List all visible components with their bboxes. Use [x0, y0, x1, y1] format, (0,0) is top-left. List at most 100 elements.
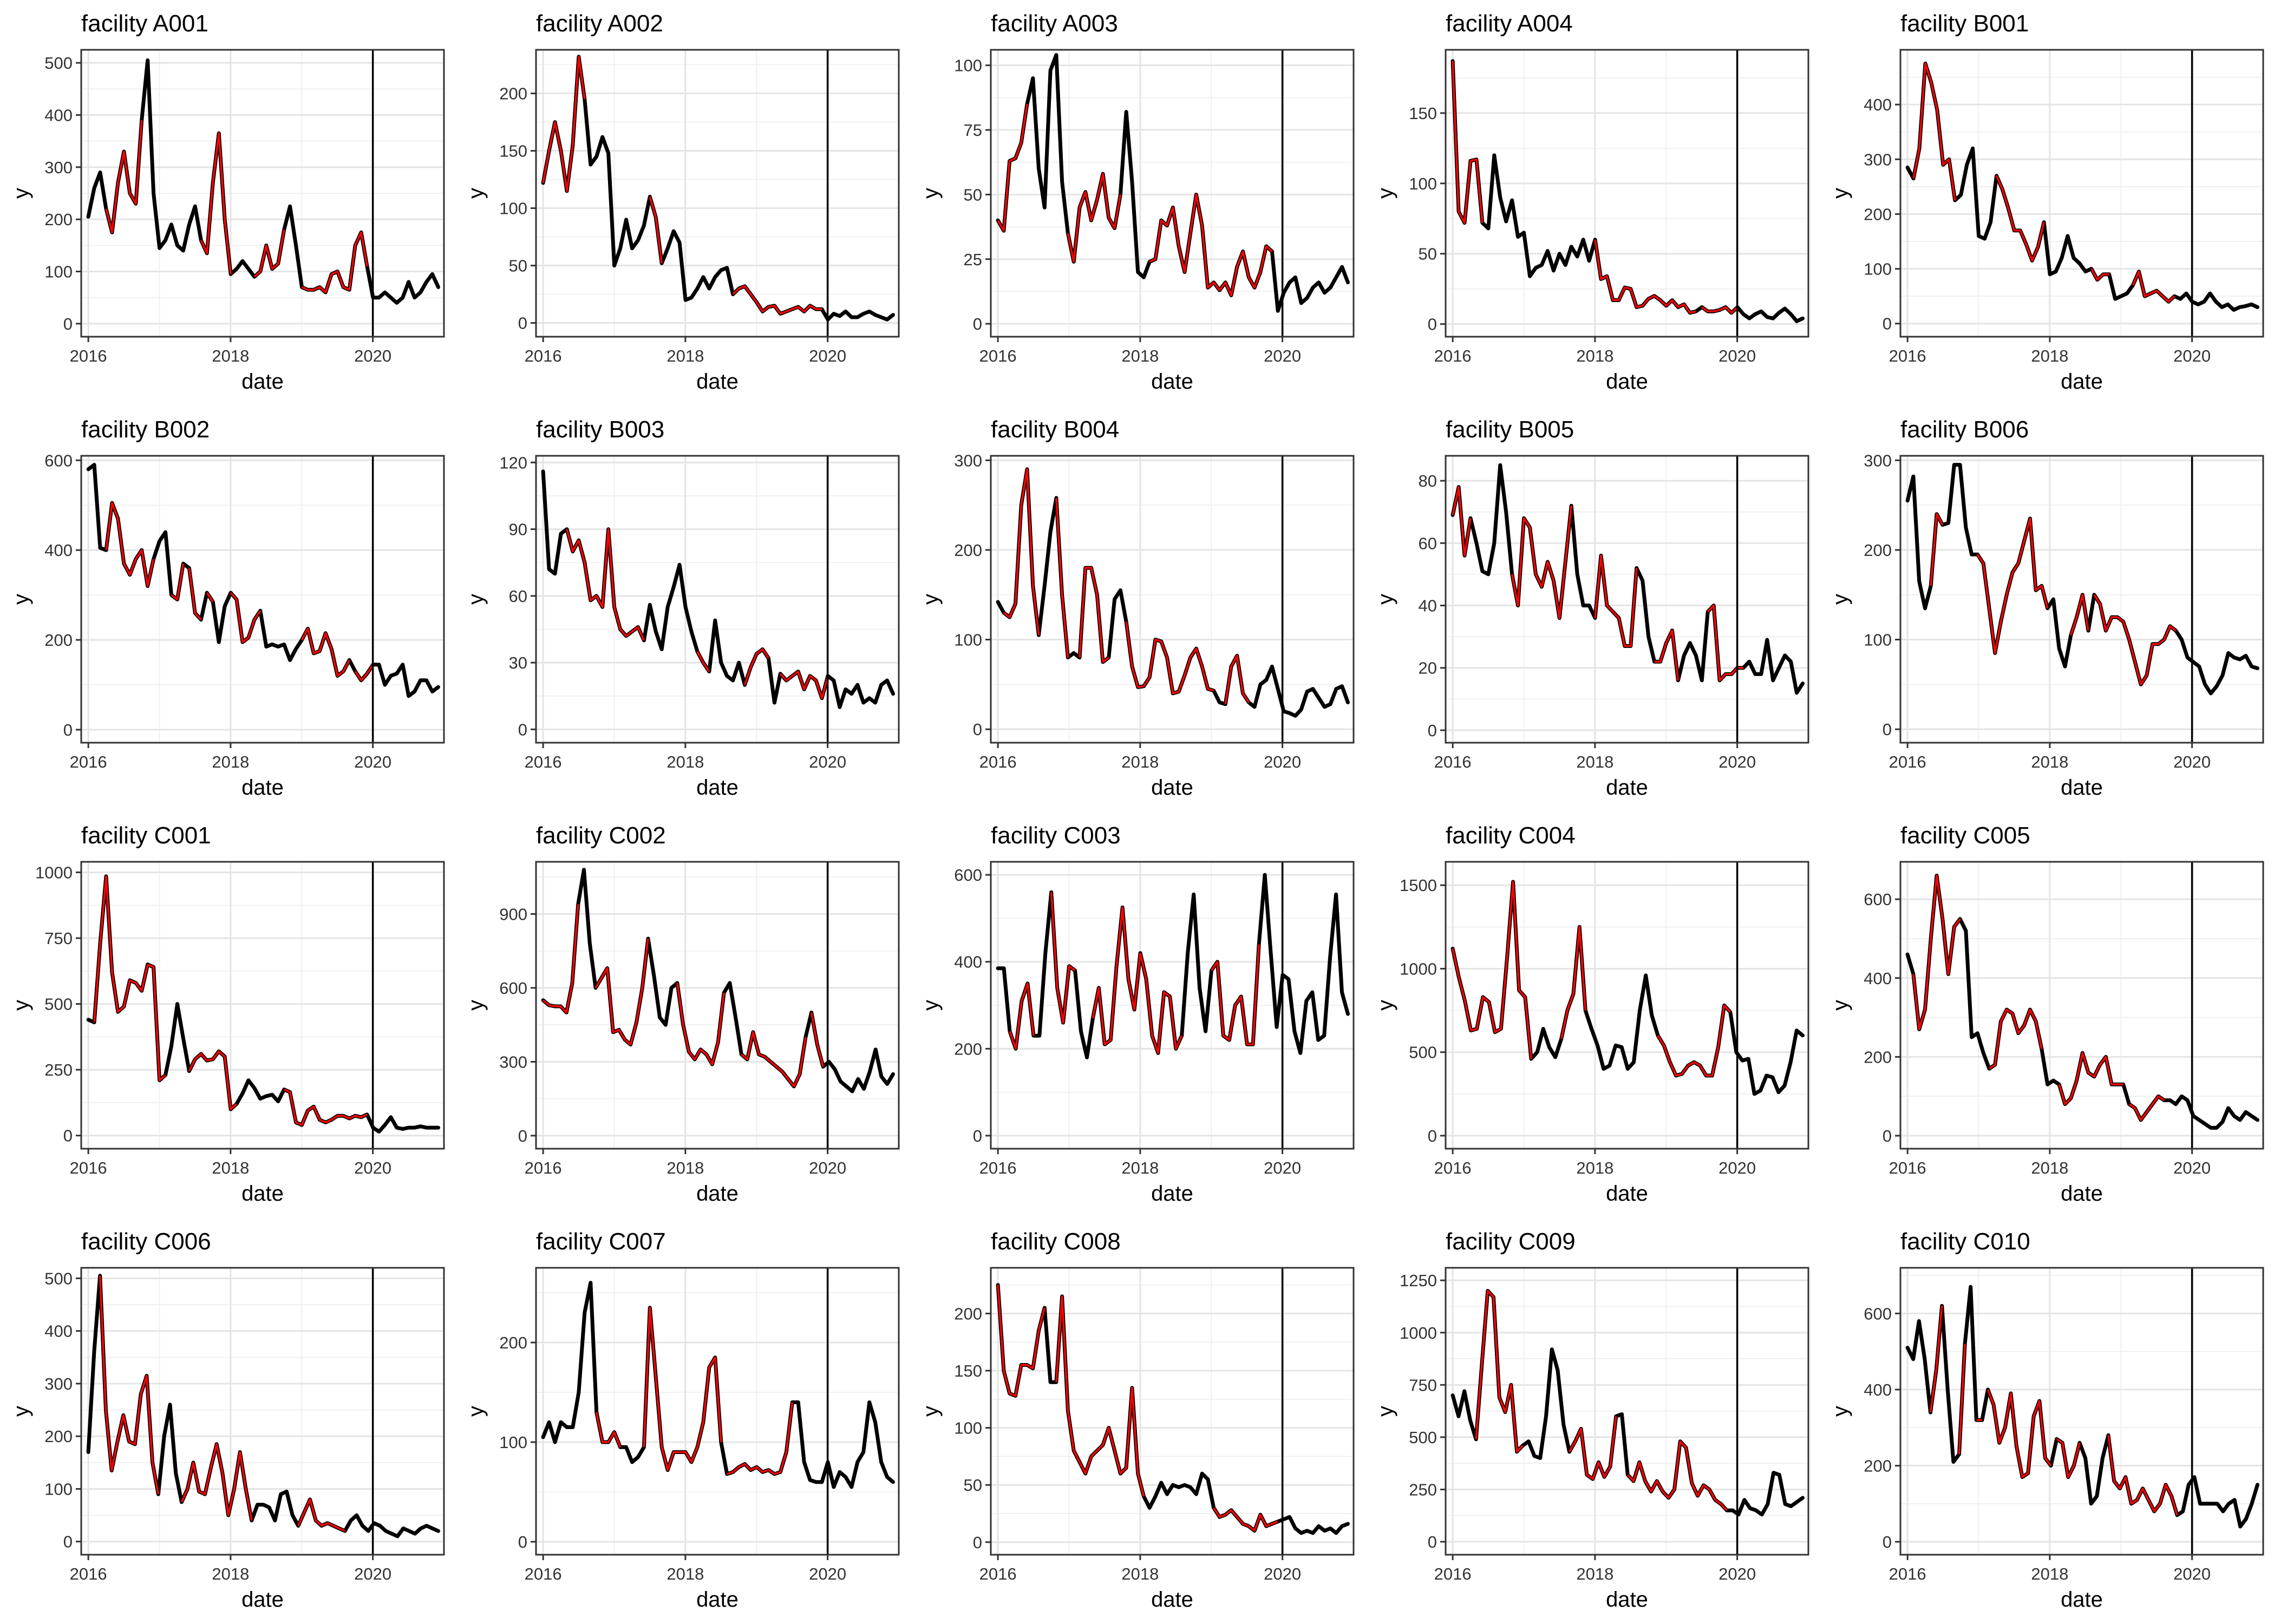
y-tick-label: 200 [499, 84, 527, 103]
x-tick-label: 2018 [2031, 752, 2068, 771]
highlight-segment [1055, 1295, 1145, 1497]
y-axis-label: y [1374, 1406, 1397, 1417]
plot-border [1899, 455, 2264, 744]
highlight-segment [2107, 1435, 2178, 1516]
highlight-segment [105, 502, 155, 587]
highlight-segment [566, 528, 645, 641]
x-tick-label: 2016 [1434, 1564, 1472, 1583]
y-axis-label: y [1374, 1000, 1397, 1011]
highlight-segment [676, 983, 725, 1065]
y-tick-label: 750 [1409, 1376, 1437, 1394]
panel-title: facility B005 [1446, 416, 1574, 443]
highlight-segment [1929, 1306, 1943, 1413]
panel-9: facility B005 0 20 40 60 80 2016 2018 2020 date y [1374, 416, 1809, 800]
highlight-segment [200, 132, 232, 274]
x-tick-label: 2018 [212, 346, 249, 365]
y-axis-label: y [464, 594, 488, 605]
y-tick-label: 500 [44, 54, 73, 73]
x-axis-label: date [696, 1588, 739, 1612]
highlight-segment [810, 1012, 824, 1067]
y-tick-label: 0 [518, 314, 527, 333]
y-tick-label: 150 [499, 142, 527, 161]
x-axis-label: date [1606, 776, 1648, 800]
x-tick-label: 2018 [1576, 752, 1613, 771]
highlight-segment [1452, 948, 1466, 1001]
panel-18: facility C008 0 50 100 150 200 2016 2018 2020 dat… [919, 1228, 1355, 1612]
panel-5: facility B001 0 100 200 300 400 2016 2018 2020 da… [1828, 10, 2264, 394]
y-tick-label: 0 [63, 721, 73, 739]
x-axis-label: date [1606, 1182, 1648, 1206]
x-tick-label: 2020 [809, 752, 846, 771]
highlight-segment [1627, 1440, 1728, 1511]
y-axis-label: y [1828, 594, 1852, 605]
plot-area [81, 1268, 444, 1555]
x-tick-label: 2016 [1434, 752, 1472, 771]
y-tick-label: 600 [44, 451, 73, 470]
plot-border [1445, 455, 1809, 744]
x-tick-label: 2020 [1264, 752, 1301, 771]
plot-border [1445, 861, 1809, 1150]
y-tick-label: 100 [44, 1479, 73, 1498]
y-tick-label: 500 [44, 995, 73, 1014]
y-tick-label: 200 [954, 1039, 982, 1058]
y-tick-label: 1500 [1400, 876, 1437, 895]
highlight-segment [2128, 1095, 2165, 1121]
x-axis-label: date [241, 776, 284, 800]
panel-title: facility C005 [1900, 822, 2030, 849]
y-tick-label: 0 [1883, 315, 1892, 333]
x-axis-label: date [1151, 1588, 1193, 1612]
panel-title: facility C009 [1446, 1228, 1576, 1255]
y-tick-label: 0 [973, 1533, 982, 1552]
panel-12: facility C002 0 300 600 900 2016 2018 2020 date y [464, 822, 900, 1206]
panel-title: facility C008 [991, 1228, 1121, 1255]
highlight-segment [1701, 306, 1739, 314]
x-tick-label: 2016 [979, 1564, 1017, 1583]
x-tick-label: 2016 [1889, 752, 1926, 771]
y-axis-label: y [919, 594, 943, 605]
y-tick-label: 200 [954, 541, 982, 560]
plot-border [990, 861, 1355, 1150]
y-tick-label: 1250 [1400, 1271, 1437, 1290]
y-tick-label: 25 [964, 250, 982, 269]
y-tick-label: 100 [954, 631, 982, 650]
y-axis-label: y [464, 1406, 488, 1417]
y-axis-label: y [464, 1000, 488, 1011]
x-axis-label: date [1151, 370, 1193, 394]
y-tick-label: 50 [964, 185, 982, 204]
x-tick-label: 2020 [1264, 346, 1301, 365]
panel-title: facility C006 [81, 1228, 211, 1255]
y-axis-label: y [919, 1000, 943, 1011]
highlight-segment [1149, 193, 1273, 297]
x-tick-label: 2020 [1718, 1158, 1756, 1177]
x-axis-label: date [2061, 776, 2103, 800]
highlight-segment [1594, 239, 1696, 314]
highlight-segment [1055, 497, 1069, 658]
panel-20: facility C010 0 200 400 600 2016 2018 2020 date y [1828, 1228, 2264, 1612]
panel-19: facility C009 0 250 500 750 1000 1250 2016 2018 2… [1374, 1228, 1809, 1612]
highlight-segment [230, 592, 262, 643]
panel-title: facility A004 [1446, 10, 1573, 37]
highlight-segment [1463, 881, 1532, 1059]
highlight-segment [741, 1031, 807, 1088]
y-tick-label: 400 [44, 541, 73, 560]
x-axis-label: date [696, 1182, 739, 1206]
x-axis-label: date [2061, 1588, 2103, 1612]
y-tick-label: 200 [499, 1333, 527, 1352]
y-tick-label: 60 [1419, 534, 1437, 553]
y-tick-label: 250 [1409, 1480, 1437, 1499]
y-tick-label: 400 [1864, 969, 1892, 988]
highlight-segment [1224, 654, 1250, 705]
y-tick-label: 0 [973, 1127, 982, 1145]
y-tick-label: 0 [518, 1127, 527, 1145]
highlight-segment [1452, 486, 1472, 557]
highlight-segment [1995, 175, 2045, 262]
y-tick-label: 1000 [1400, 1324, 1437, 1343]
highlight-segment [300, 627, 350, 677]
x-tick-label: 2016 [1434, 1158, 1472, 1177]
x-axis-label: date [2061, 1182, 2103, 1206]
y-tick-label: 50 [1419, 245, 1437, 264]
y-tick-label: 0 [518, 720, 527, 739]
plot-border [1899, 861, 2264, 1150]
x-tick-label: 2016 [1889, 1564, 1926, 1583]
y-axis-label: y [9, 1000, 33, 1011]
